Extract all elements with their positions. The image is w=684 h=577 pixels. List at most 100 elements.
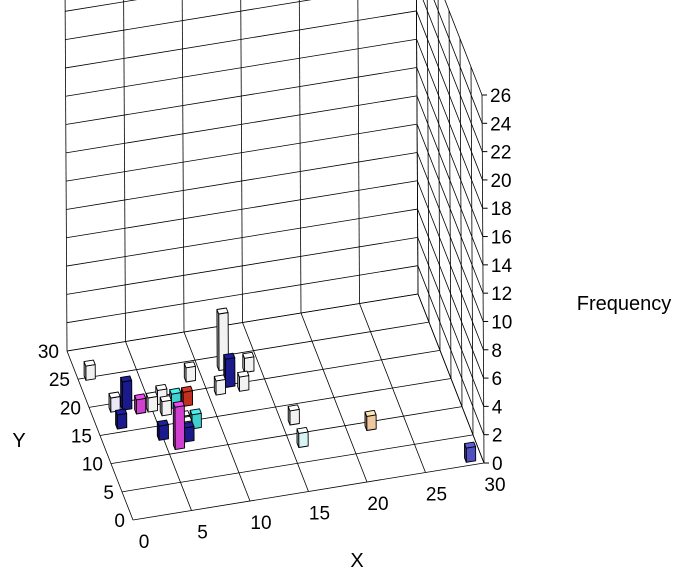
bar-6-11	[172, 400, 186, 451]
side-wall-gridline-z	[416, 39, 483, 209]
bar-side-face	[216, 309, 220, 372]
bar-4-18	[134, 393, 147, 415]
bar-top-face	[156, 419, 169, 427]
bar-front-face	[366, 414, 377, 431]
side-wall-gridline-y	[448, 10, 452, 379]
bar-front-face	[465, 446, 477, 463]
z-axis-title: Frequency	[577, 293, 672, 315]
back-wall-gridline-z	[65, 0, 138, 12]
x-tick-label: 10	[250, 513, 271, 534]
bar-1-25	[83, 359, 96, 381]
back-wall-gridline-z	[66, 123, 418, 182]
side-wall-gridline-z	[417, 265, 485, 435]
bar-top-face	[242, 351, 255, 359]
bar-front-face	[158, 424, 169, 441]
back-wall-gridline-z	[66, 152, 418, 210]
bar-top-face	[120, 375, 133, 383]
bar-top-face	[145, 391, 158, 399]
side-wall-gridline-z	[422, 0, 483, 152]
z-tick-label: 10	[491, 312, 512, 333]
back-wall-gridline-x	[181, 0, 185, 333]
side-wall-gridline-z	[417, 180, 484, 350]
bar-top-face	[83, 359, 96, 367]
bar-5-18	[145, 391, 158, 413]
bar-top-face	[364, 409, 377, 417]
side-wall-gridline-y	[470, 66, 474, 435]
bar-top-face	[115, 408, 128, 416]
y-tick-label: 20	[60, 398, 81, 419]
back-wall-gridline-x	[298, 0, 302, 314]
bar-front-face	[184, 425, 195, 443]
z-tick-label: 22	[490, 143, 511, 164]
bar-13-19	[237, 370, 250, 392]
bar-top-face	[216, 307, 229, 315]
side-wall-gridline-z	[416, 124, 484, 294]
bar-front-face	[161, 399, 172, 417]
y-tick-label: 30	[38, 342, 59, 363]
back-wall-gridline-z	[66, 208, 418, 267]
back-wall-gridline-z	[65, 0, 312, 41]
back-wall-gridline-z	[66, 236, 418, 295]
side-wall-gridline-z	[433, 0, 483, 124]
back-wall-gridline-z	[65, 10, 417, 69]
bar-top-face	[464, 441, 477, 449]
bar-14-22	[242, 351, 255, 373]
back-wall-gridline-z	[65, 95, 417, 154]
bar-front-face	[121, 380, 133, 411]
x-tick-label: 15	[309, 504, 330, 525]
floor-gridline-y	[77, 321, 430, 380]
z-tick-label: 18	[491, 199, 512, 220]
bar-top-face	[155, 383, 168, 391]
bar-top-face	[183, 361, 196, 369]
back-wall-gridline-x	[357, 0, 360, 304]
side-wall-gridline-z	[417, 237, 485, 407]
bar-2-19	[108, 391, 121, 413]
side-wall-gridline-z	[444, 0, 483, 96]
side-wall-gridline-y	[459, 38, 463, 407]
bar-top-face	[169, 387, 182, 395]
bar-16-12	[287, 404, 300, 426]
z-tick-label: 26	[490, 86, 511, 107]
bar-12-20	[223, 352, 236, 388]
bar-top-face	[237, 370, 250, 378]
bar-top-face	[159, 395, 172, 403]
y-tick-label: 5	[103, 483, 114, 504]
side-wall-gridline-z	[417, 208, 484, 379]
bar-front-face	[174, 405, 186, 451]
bar-top-face	[287, 404, 300, 412]
y-tick-label: 25	[49, 370, 70, 391]
x-tick-label: 25	[426, 485, 447, 506]
back-wall-gridline-z	[66, 293, 419, 352]
tick-labels: 0 5 10 15 20 25 300510152025300246810121416182…	[38, 86, 513, 553]
bar-top-face	[172, 400, 185, 408]
bar-front-face	[238, 375, 250, 392]
side-wall-gridline-z	[416, 152, 484, 322]
side-wall-gridline-y	[426, 0, 430, 323]
side-wall-gridline-z	[417, 293, 485, 464]
bar-front-face	[224, 357, 236, 388]
back-wall-gridline-x	[123, 0, 126, 342]
floor-gridline-y	[121, 434, 474, 493]
x-tick-label: 20	[367, 494, 388, 515]
bar-top-face	[180, 385, 193, 393]
bars	[83, 307, 477, 463]
side-wall-gridline-y	[437, 0, 441, 351]
bar-front-face	[215, 378, 226, 396]
side-wall-gridline-z	[416, 67, 484, 237]
bar-front-face	[185, 365, 196, 383]
bar-top-face	[296, 426, 309, 434]
side-wall-gridline-y	[416, 0, 419, 295]
z-tick-label: 8	[491, 341, 502, 362]
side-wall-gridline-z	[416, 95, 484, 265]
bar-top-face	[213, 374, 226, 382]
z-tick-label: 24	[490, 114, 512, 135]
bar-front-face	[116, 412, 128, 430]
z-tick-label: 14	[491, 256, 513, 277]
y-axis-title: Y	[12, 430, 25, 452]
bar-front-face	[289, 408, 300, 426]
bar-9-22	[183, 361, 196, 383]
side-wall-gridline-y	[481, 94, 485, 464]
bar-16-8	[296, 426, 309, 448]
z-tick-label: 6	[492, 369, 503, 390]
